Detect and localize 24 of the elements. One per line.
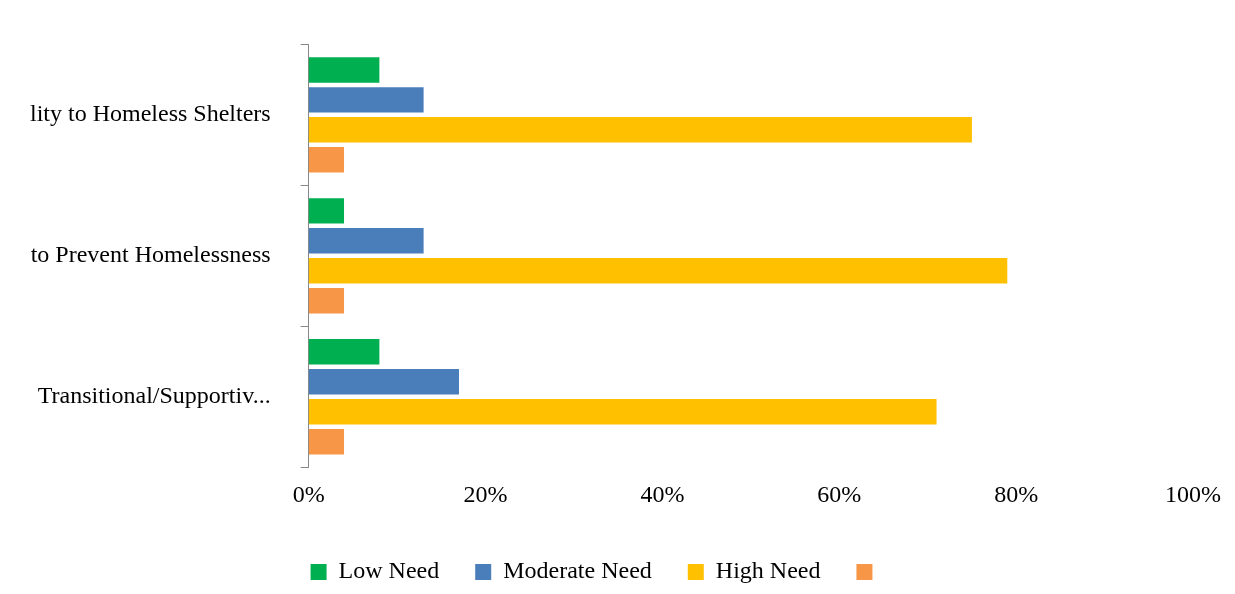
x-tick-label: 80%	[994, 480, 1039, 507]
legend-label: Low Need	[338, 557, 440, 584]
x-tick-label: 40%	[640, 480, 685, 507]
x-tick-label: 20%	[463, 480, 508, 507]
bar	[308, 228, 424, 254]
bar	[308, 398, 937, 425]
x-tick-label: 100%	[1165, 480, 1221, 507]
y-tick-label: lity to Homeless Shelters	[29, 100, 271, 127]
x-tick-label: 60%	[817, 480, 862, 507]
y-tick-label: to Prevent Homelessness	[30, 241, 271, 268]
x-tick-label: 0%	[292, 480, 325, 507]
bar	[308, 147, 345, 173]
bar	[308, 258, 1008, 284]
legend-label: High Need	[715, 557, 821, 584]
bar	[308, 428, 345, 455]
bar	[308, 57, 380, 83]
bar	[308, 117, 972, 143]
bar	[308, 287, 345, 314]
bar	[308, 369, 459, 395]
legend-label: Moderate Need	[503, 557, 652, 584]
bar	[308, 87, 424, 113]
y-tick-label: Transitional/Supportiv...	[37, 382, 271, 409]
bar	[308, 339, 380, 365]
bar	[308, 198, 345, 224]
